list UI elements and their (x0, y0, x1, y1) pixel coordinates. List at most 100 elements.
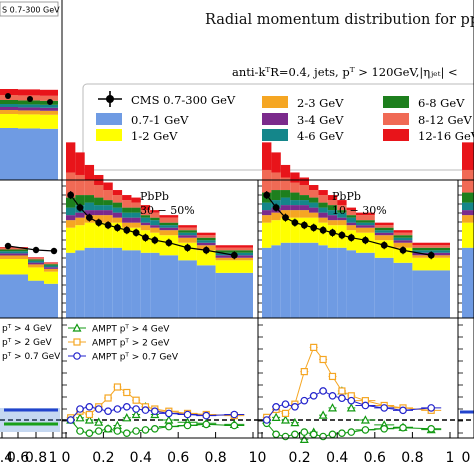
pbpb-10-30-bar-segment (290, 182, 300, 193)
pbpb-10-30-cms-point (347, 234, 355, 242)
pbpb-30-50-bar-segment (122, 250, 132, 318)
middle-right-bar-segment (462, 169, 474, 193)
ratio-panels: AMPT pᵀ > 4 GeV AMPT pᵀ > 2 GeV AMPT pᵀ > … (0, 323, 474, 443)
top-left-bar-segment (0, 114, 18, 128)
pbpb-30-50-cms-point (184, 244, 191, 252)
pbpb-10-30-bar-segment (318, 217, 328, 223)
pbpb-10-30-bar-segment (374, 257, 394, 318)
ampt-07gev-p2-marker (291, 402, 299, 411)
pbpb-30-50-cms-point (95, 219, 103, 227)
ampt-4gev-low-p2-marker (291, 430, 299, 439)
ampt-4gev-p1-marker (122, 413, 132, 422)
ampt-4gev-low-p1-marker (165, 422, 173, 431)
middle-right-stacked-bars (462, 142, 474, 318)
pbpb-30-50-bar-segment (140, 205, 151, 211)
pbpb-10-30-bar-segment (299, 205, 309, 211)
middle-left-cms-point (50, 247, 58, 255)
pbpb-30-50-cms-point (67, 191, 75, 199)
pbpb-30-50-bar-segment (131, 212, 141, 218)
pbpb-10-30-stacked-bars (262, 142, 450, 318)
middle-left-bar-segment (44, 268, 58, 272)
pbpb-30-50-bar-segment (94, 197, 104, 206)
middle-left-bar-segment (0, 258, 28, 275)
pbpb-10-30-bar-segment (356, 220, 375, 223)
top-left-bar-segment (40, 104, 58, 108)
pbpb-10-30-bar-segment (280, 177, 291, 191)
ampt-4gev-low-p2-marker (380, 424, 389, 433)
pbpb-30-50-bar-segment (196, 237, 216, 241)
pbpb-10-30-cms-points (263, 191, 435, 260)
pbpb-30-50-system-label: PbPb (140, 190, 169, 203)
pbpb-10-30-bar-segment (346, 225, 356, 231)
ampt-2gev-p1-marker (132, 396, 140, 404)
pbpb-10-30-bar-segment (393, 262, 413, 318)
middle-right-bar-segment (462, 142, 474, 170)
ampt-07gev-p1-marker (141, 406, 150, 414)
pbpb-10-30-bar-segment (337, 220, 347, 226)
pbpb-10-30-bar-segment (309, 242, 319, 318)
pbpb-30-50-bar-segment (103, 205, 113, 211)
top-left-bar-segment (0, 104, 18, 107)
pbpb-30-50-bar-segment (215, 272, 253, 318)
pbpb-30-50-bar-segment (178, 237, 197, 243)
pbpb-10-30-bar-segment (346, 222, 356, 226)
pbpb-10-30-bar-segment (356, 215, 375, 221)
x-axis-right-tick-label: 0 (462, 450, 471, 466)
pbpb-10-30-bar-segment (271, 190, 281, 201)
ampt-4gev-p2-marker (318, 410, 328, 419)
ampt-07gev-p2-marker (309, 391, 318, 400)
legend-label-0: 0.7-1 GeV (131, 113, 189, 127)
legend-label-2: 2-3 GeV (297, 96, 344, 110)
x-axis-left-tick-label: 0.4 (0, 450, 13, 466)
ampt-07gev-p1-marker (183, 410, 192, 419)
pbpb-30-50-bar-segment (150, 220, 160, 226)
pbpb-30-50-bar-segment (150, 227, 160, 233)
pbpb-10-30-centrality-label: 10 − 30% (332, 204, 387, 217)
pbpb-30-50-bar-segment (94, 210, 104, 216)
ampt-4gev-low-p2-marker (319, 432, 327, 441)
ampt-4gev-low-p1-marker (94, 427, 103, 435)
pbpb-10-30-bar-segment (327, 215, 338, 221)
pbpb-10-30-cms-point (310, 224, 318, 232)
pbpb-30-50-bar-segment (131, 250, 141, 318)
pbpb-10-30-bar-segment (309, 202, 319, 208)
ampt-07gev-p2-marker (300, 396, 309, 405)
pbpb-10-30-bar-segment (262, 169, 272, 193)
top-left-bar-segment (0, 89, 18, 95)
ampt-07gev-p2-marker (361, 401, 370, 410)
ampt-4gev-low-p2-marker (300, 428, 309, 436)
pbpb-30-50-bar-segment (66, 252, 76, 318)
legend-swatch-4 (262, 129, 288, 141)
middle-left-cms-points (4, 242, 58, 255)
top-left-cms-point (47, 99, 53, 105)
panel-pbpb-10-30: PbPb 10 − 30% (262, 142, 450, 318)
top-left-bar-segment (40, 95, 58, 101)
pbpb-10-30-bar-segment (271, 212, 281, 221)
pbpb-30-50-bar-segment (66, 172, 76, 198)
pbpb-30-50-bar-segment (140, 225, 151, 231)
ampt-07gev-p2-marker (380, 404, 389, 412)
pbpb-30-50-bar-segment (122, 195, 132, 201)
ampt-07gev-p2-marker (347, 396, 356, 405)
top-left-bar-segment (18, 107, 40, 111)
pbpb-30-50-bar-segment (66, 220, 76, 228)
top-left-bar-segment (18, 89, 40, 96)
pbpb-30-50-bar-segment (131, 217, 141, 223)
figure-title: Radial momentum distribution for pp and … (205, 12, 474, 28)
pbpb-30-50-bar-segment (131, 222, 141, 228)
pbpb-30-50-bar-segment (84, 180, 95, 196)
middle-right-bar-segment (462, 222, 474, 248)
pbpb-10-30-cms-point (380, 241, 388, 249)
ampt-07gev-p1-marker (66, 416, 75, 424)
legend-entry-cms: CMS 0.7-300 GeV (98, 91, 236, 107)
ampt-4gev-p2-marker (346, 403, 356, 412)
ampt-07gev-p1-marker (94, 405, 103, 413)
ampt-2gev-p2-marker (338, 387, 346, 395)
ampt-2gev-p2-marker (281, 409, 290, 417)
pbpb-30-50-cms-point (202, 246, 210, 254)
ampt-07gev-p1-marker (104, 407, 112, 416)
pbpb-30-50-bar-segment (94, 247, 104, 318)
pbpb-10-30-cms-point (362, 236, 369, 244)
pbpb-10-30-bar-segment (412, 245, 450, 248)
ampt-07gev-p2-marker (427, 404, 436, 412)
